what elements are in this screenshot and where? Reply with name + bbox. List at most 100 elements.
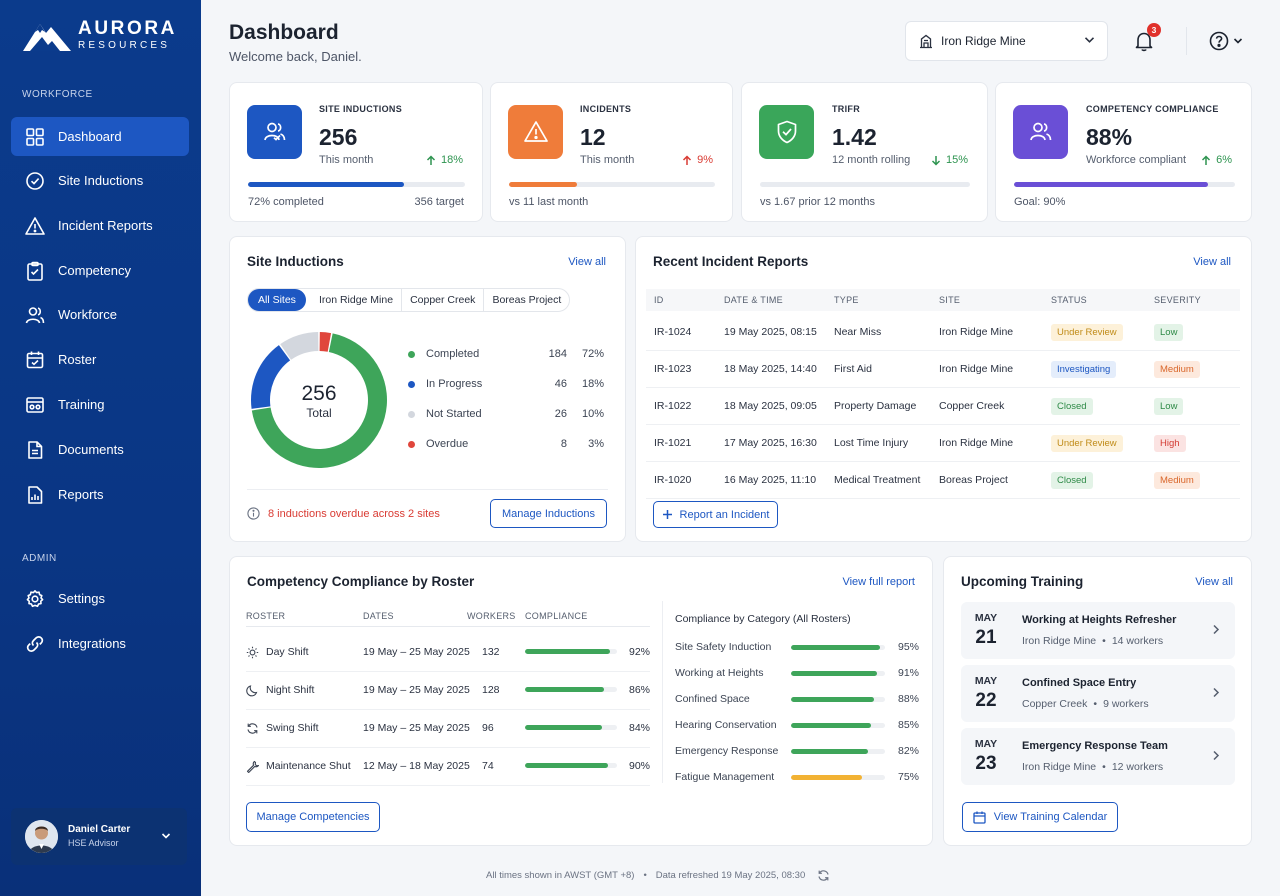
category-percent: 75%: [897, 771, 919, 783]
sidebar-item-workforce[interactable]: Workforce: [11, 295, 189, 334]
wrench-icon: [246, 760, 259, 773]
column-header: WORKERS: [467, 611, 516, 621]
category-name: Emergency Response: [675, 745, 779, 757]
chevron-right-icon: [1213, 750, 1220, 761]
view-all-link[interactable]: View all: [568, 256, 606, 268]
status-badge: Under Review: [1051, 324, 1123, 341]
sun-icon: [246, 646, 259, 659]
sidebar-item-training[interactable]: Training: [11, 385, 189, 424]
cell-id: IR-1024: [654, 326, 692, 338]
table-row[interactable]: IR-1022 18 May 2025, 09:05 Property Damage…: [646, 388, 1240, 425]
tab-copper-creek[interactable]: Copper Creek: [401, 289, 483, 311]
arrow-up-icon: [426, 154, 435, 165]
training-item[interactable]: MAY 23 Emergency Response Team Iron Ridge M…: [961, 728, 1235, 785]
overdue-warning-text: 8 inductions overdue across 2 sites: [268, 507, 440, 520]
category-title: Compliance by Category (All Rosters): [675, 613, 851, 625]
tab-all-sites[interactable]: All Sites: [248, 289, 306, 311]
tab-iron-ridge-mine[interactable]: Iron Ridge Mine: [318, 294, 394, 306]
roster-table-header: ROSTER DATES WORKERS COMPLIANCE: [246, 609, 650, 627]
category-percent: 88%: [897, 693, 919, 705]
sidebar-item-integrations[interactable]: Integrations: [11, 624, 189, 663]
donut-slice-in-progress: [251, 345, 291, 409]
roster-row[interactable]: Swing Shift 19 May – 25 May 2025 96 84%: [246, 710, 650, 748]
kpi-label: COMPETENCY COMPLIANCE: [1086, 104, 1219, 114]
kpi-progress-bar: [509, 182, 715, 187]
cell-id: IR-1023: [654, 363, 692, 375]
cell-name: Swing Shift: [266, 722, 319, 734]
training-workers: 14 workers: [1111, 635, 1164, 647]
cell-name: Night Shift: [266, 684, 315, 696]
sidebar-item-competency[interactable]: Competency: [11, 251, 189, 290]
tab-boreas-project[interactable]: Boreas Project: [483, 289, 569, 311]
view-training-calendar-button[interactable]: View Training Calendar: [962, 802, 1118, 832]
manage-competencies-button[interactable]: Manage Competencies: [246, 802, 380, 832]
help-icon: [1209, 31, 1229, 51]
column-header: COMPLIANCE: [525, 611, 588, 621]
inductions-donut-chart: 256 Total: [251, 332, 387, 468]
table-row[interactable]: IR-1021 17 May 2025, 16:30 Lost Time Injur…: [646, 425, 1240, 462]
user-profile-card[interactable]: Daniel Carter HSE Advisor: [11, 808, 187, 865]
table-row[interactable]: IR-1020 16 May 2025, 11:10 Medical Treatme…: [646, 462, 1240, 499]
sidebar-item-roster[interactable]: Roster: [11, 340, 189, 379]
brand-logo[interactable]: AURORA RESOURCES: [22, 18, 177, 52]
kpi-progress-fill: [1014, 182, 1209, 187]
chevron-down-icon[interactable]: [161, 832, 171, 840]
roster-row[interactable]: Maintenance Shut 12 May – 18 May 2025 74 90…: [246, 748, 650, 786]
sidebar-item-site-inductions[interactable]: Site Inductions: [11, 161, 189, 200]
cell-compliance: 86%: [628, 684, 650, 696]
manage-inductions-button[interactable]: Manage Inductions: [490, 499, 607, 528]
severity-badge: Low: [1154, 398, 1184, 415]
sidebar-item-settings[interactable]: Settings: [11, 579, 189, 618]
avatar: [25, 820, 58, 853]
separator-dot: •: [1102, 761, 1106, 773]
training-item[interactable]: MAY 22 Confined Space Entry Copper Creek • 9 …: [961, 665, 1235, 722]
refresh-icon[interactable]: [817, 869, 830, 882]
training-month: MAY: [974, 612, 998, 624]
table-row[interactable]: IR-1024 19 May 2025, 08:15 Near Miss Iron R…: [646, 314, 1240, 351]
sidebar-item-incident-reports[interactable]: Incident Reports: [11, 206, 189, 245]
sidebar-item-dashboard[interactable]: Dashboard: [11, 117, 189, 156]
view-all-link[interactable]: View all: [1193, 256, 1231, 268]
legend-count: 46: [554, 378, 567, 390]
calendar-icon: [26, 351, 44, 368]
training-day: 23: [975, 753, 997, 774]
training-item[interactable]: MAY 21 Working at Heights Refresher Iron Ri…: [961, 602, 1235, 659]
site-inductions-panel: Site Inductions View all All Sites Iron …: [229, 236, 626, 542]
view-full-report-link[interactable]: View full report: [842, 576, 915, 588]
legend-dot: [408, 440, 415, 448]
link-icon: [26, 635, 44, 652]
cell-dates: 19 May – 25 May 2025: [363, 684, 470, 696]
cell-workers: 96: [482, 722, 494, 734]
severity-badge: High: [1154, 435, 1186, 452]
training-site: Iron Ridge Mine: [1022, 761, 1097, 773]
upcoming-training-panel: Upcoming Training View all MAY 21 Working …: [943, 556, 1252, 846]
help-menu[interactable]: [1209, 31, 1243, 51]
sidebar-item-documents[interactable]: Documents: [11, 430, 189, 469]
status-badge: Investigating: [1051, 361, 1117, 378]
report-incident-button[interactable]: Report an Incident: [653, 501, 778, 528]
training-name: Emergency Response Team: [1022, 740, 1168, 752]
donut-slice-not-started: [280, 332, 319, 360]
separator-dot: •: [1093, 698, 1098, 710]
cell-severity: Low: [1154, 388, 1184, 425]
category-percent: 85%: [897, 719, 919, 731]
cell-site: Copper Creek: [939, 400, 1005, 412]
site-selector[interactable]: Iron Ridge Mine: [905, 21, 1108, 61]
roster-row[interactable]: Night Shift 19 May – 25 May 2025 128 86%: [246, 672, 650, 710]
category-row: Fatigue Management 75%: [675, 771, 919, 785]
table-row[interactable]: IR-1023 18 May 2025, 14:40 First Aid Iron R…: [646, 351, 1240, 388]
sidebar-item-reports[interactable]: Reports: [11, 475, 189, 514]
donut-total: 256: [301, 382, 336, 405]
category-bar-fill: [791, 775, 862, 780]
category-row: Site Safety Induction 95%: [675, 641, 919, 655]
training-month: MAY: [974, 738, 998, 750]
cell-id: IR-1021: [654, 437, 692, 449]
roster-row[interactable]: Day Shift 19 May – 25 May 2025 132 92%: [246, 634, 650, 672]
sidebar-item-label: Training: [58, 397, 105, 412]
sidebar-item-label: Competency: [58, 263, 131, 278]
view-all-link[interactable]: View all: [1195, 576, 1233, 588]
kpi-progress-bar: [1014, 182, 1235, 187]
bell-icon[interactable]: [1133, 30, 1155, 52]
shield-check-icon: [777, 120, 796, 144]
training-site: Iron Ridge Mine: [1022, 635, 1097, 647]
